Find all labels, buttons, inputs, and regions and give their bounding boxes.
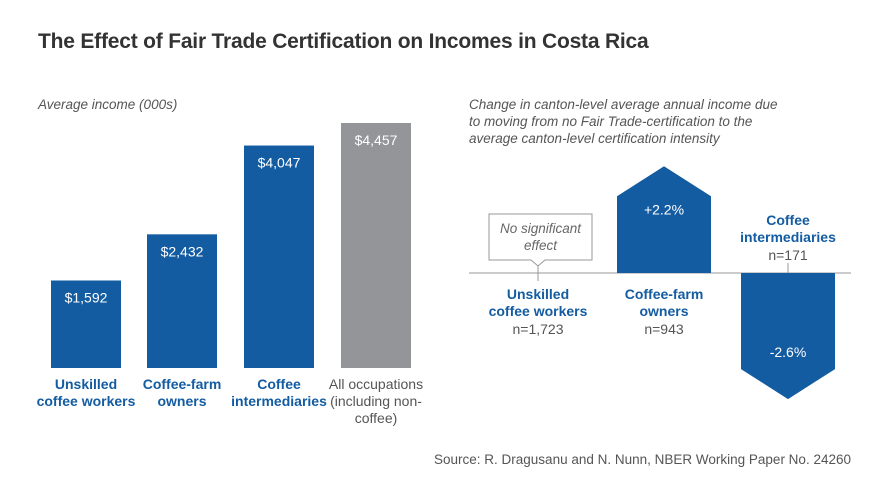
category-label: Coffee-farm owners <box>624 286 704 319</box>
category-label: Unskilled coffee workers <box>488 286 588 319</box>
value-label: $4,047 <box>258 155 301 171</box>
value-label: +2.2% <box>644 201 684 217</box>
count-label: n=171 <box>768 247 808 263</box>
annotation: No significant effect <box>499 221 582 253</box>
value-label: -2.6% <box>770 344 807 360</box>
category-label: Coffee-farm owners <box>142 376 222 409</box>
subtitle: Average income (000s) <box>38 97 178 112</box>
subtitle: Change in canton-level average annual in… <box>469 97 778 146</box>
source: Source: R. Dragusanu and N. Nunn, NBER W… <box>434 452 851 467</box>
category-label: Unskilled coffee workers <box>36 376 136 409</box>
category-label: All occupations (including non-coffee) <box>328 376 424 426</box>
callout-box <box>488 213 593 267</box>
count-label: n=943 <box>644 321 684 337</box>
bar <box>51 280 121 368</box>
bar <box>244 145 314 368</box>
arrow <box>741 273 835 400</box>
arrow <box>617 166 711 273</box>
value-label: $4,457 <box>355 132 398 148</box>
bar <box>341 123 411 368</box>
title: The Effect of Fair Trade Certification o… <box>38 30 649 53</box>
bar <box>147 234 217 368</box>
value-label: $1,592 <box>65 289 108 305</box>
category-label: Coffee intermediaries <box>231 376 327 409</box>
value-label: $2,432 <box>161 243 204 259</box>
category-label: Coffee intermediaries <box>740 212 836 245</box>
count-label: n=1,723 <box>512 321 564 337</box>
